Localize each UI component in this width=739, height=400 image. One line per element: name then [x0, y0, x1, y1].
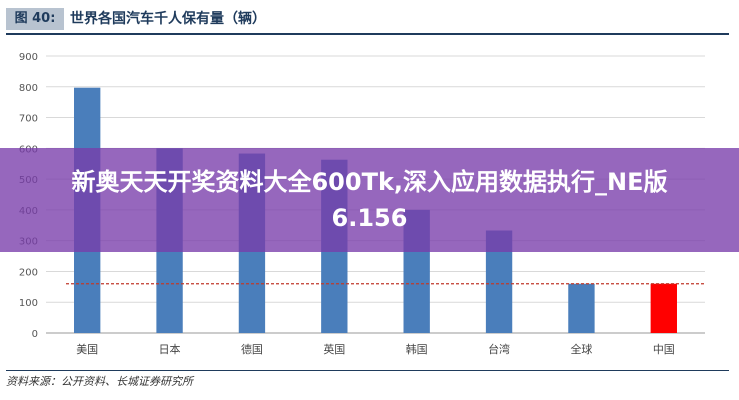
figure-header: 图 40: 世界各国汽车千人保有量（辆）: [0, 0, 739, 36]
x-tick-label: 全球: [570, 342, 592, 356]
overlay-banner: 新奥天天开奖资料大全600Tk,深入应用数据执行_NE版6.156: [0, 148, 739, 252]
figure-title: 世界各国汽车千人保有量（辆）: [70, 11, 266, 27]
y-tick-label: 800: [19, 83, 38, 94]
y-tick-label: 100: [19, 298, 38, 309]
x-tick-label: 英国: [323, 342, 345, 356]
x-tick-label: 韩国: [406, 342, 428, 356]
y-tick-label: 200: [19, 267, 38, 278]
source-note: 资料来源：公开资料、长城证券研究所: [6, 375, 193, 388]
y-tick-label: 700: [19, 114, 38, 125]
x-tick-label: 美国: [76, 343, 98, 356]
x-tick-label: 日本: [159, 342, 181, 356]
overlay-text: 新奥天天开奖资料大全600Tk,深入应用数据执行_NE版6.156: [71, 168, 668, 232]
x-tick-label: 中国: [653, 343, 675, 356]
header-rule: [6, 33, 729, 35]
y-tick-label: 0: [32, 329, 38, 340]
source-rule: [6, 370, 729, 371]
bar: [650, 283, 677, 333]
figure-label: 图 40:: [6, 8, 64, 30]
y-tick-label: 900: [19, 52, 38, 63]
x-tick-label: 德国: [241, 342, 263, 356]
bar: [568, 283, 595, 333]
x-tick-label: 台湾: [488, 342, 510, 356]
